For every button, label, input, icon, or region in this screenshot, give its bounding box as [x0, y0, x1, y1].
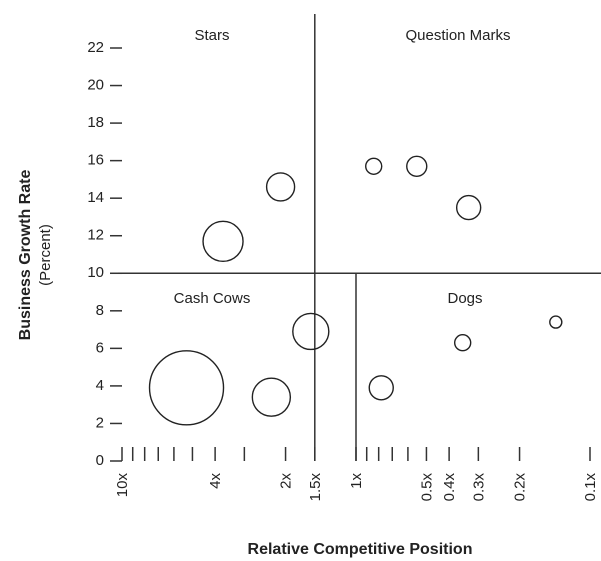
y-axis-sublabel: (Percent) [37, 224, 54, 286]
x-tick-label: 0.4x [441, 473, 458, 502]
bubble [292, 312, 330, 351]
x-tick-label: 1.5x [307, 473, 324, 502]
y-tick-label: 18 [87, 114, 104, 131]
quadrant-label: Cash Cows [174, 290, 251, 307]
bubble [549, 315, 563, 329]
bubble [365, 157, 383, 175]
bubble [368, 375, 394, 401]
bubble [148, 350, 225, 426]
bubble [453, 334, 472, 352]
y-tick-label: 8 [96, 302, 104, 319]
y-tick-label: 20 [87, 77, 104, 94]
y-axis-label: Business Growth Rate [17, 170, 34, 341]
x-tick-label: 0.3x [470, 473, 487, 502]
y-tick-label: 6 [96, 339, 104, 356]
bubble [265, 172, 296, 202]
y-tick-label: 2 [96, 414, 104, 431]
y-tick-label: 4 [96, 377, 104, 394]
y-tick-label: 10 [87, 264, 104, 281]
x-axis-label: Relative Competitive Position [248, 541, 473, 558]
x-tick-label: 0.2x [512, 473, 529, 502]
x-tick-label: 0.1x [582, 473, 599, 502]
y-tick-label: 12 [87, 227, 104, 244]
x-tick-label: 2x [278, 473, 295, 489]
x-tick-label: 1x [348, 473, 365, 489]
bubble [406, 155, 428, 177]
x-tick-label: 10x [114, 473, 131, 498]
y-tick-label: 0 [96, 452, 104, 469]
y-tick-label: 16 [87, 152, 104, 169]
bubble [455, 194, 482, 221]
bubble [202, 220, 244, 263]
y-tick-label: 14 [87, 189, 104, 206]
y-tick-label: 22 [87, 39, 104, 56]
bubble [251, 377, 292, 417]
x-tick-label: 0.5x [418, 473, 435, 502]
quadrant-label: Dogs [447, 290, 482, 307]
quadrant-label: Question Marks [405, 27, 510, 44]
quadrant-label: Stars [194, 27, 229, 44]
x-tick-label: 4x [207, 473, 224, 489]
